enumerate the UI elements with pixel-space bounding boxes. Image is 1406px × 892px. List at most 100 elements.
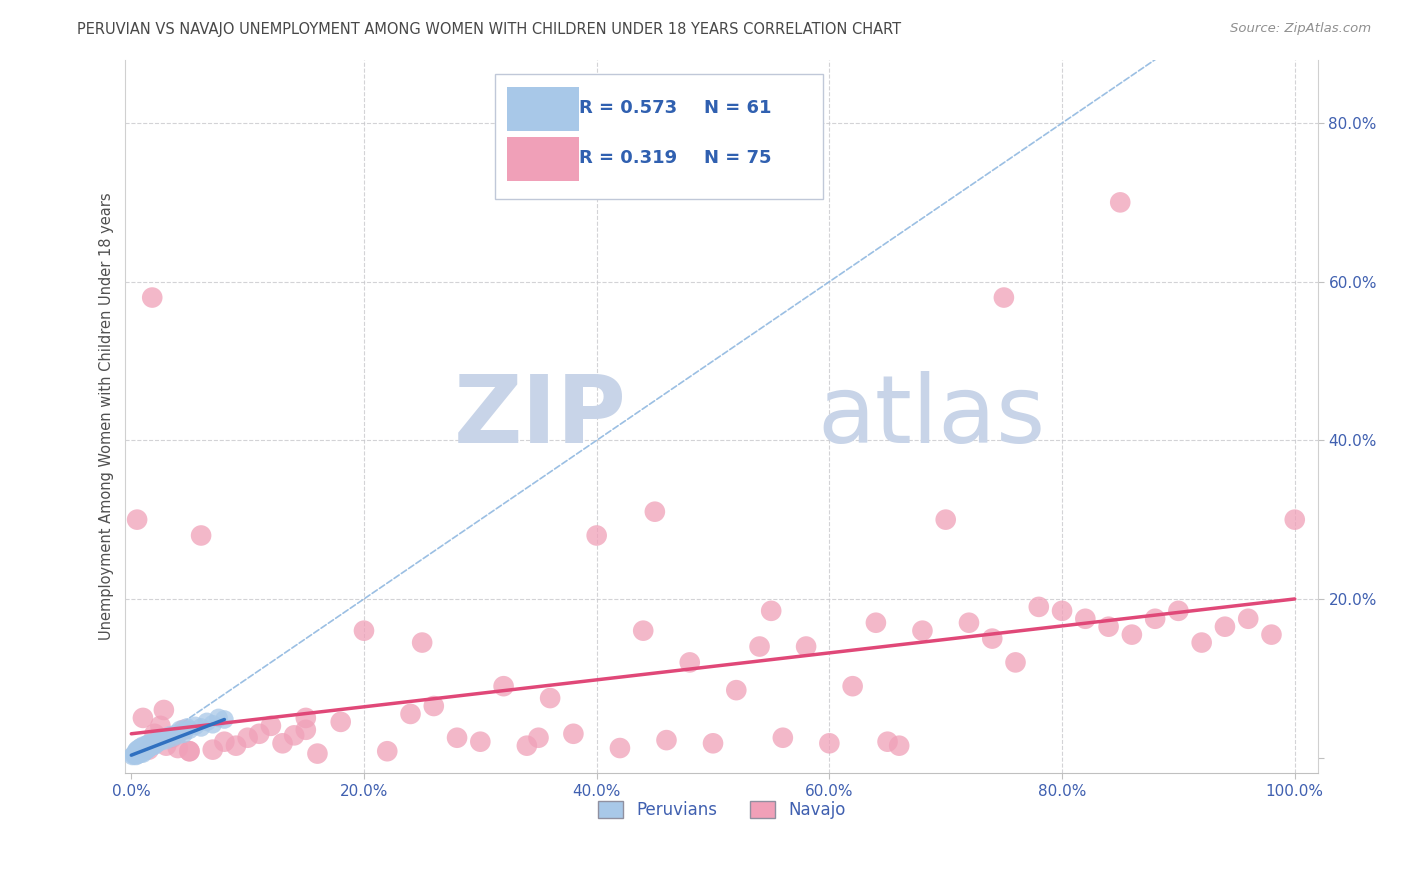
Point <box>375 744 398 758</box>
Point <box>141 739 163 754</box>
Point <box>423 698 446 713</box>
Point <box>353 624 375 638</box>
Text: R = 0.573: R = 0.573 <box>579 99 676 117</box>
Point <box>128 741 150 756</box>
Point <box>159 728 181 742</box>
Point <box>132 744 155 758</box>
Point <box>122 748 145 763</box>
Point <box>207 711 229 725</box>
Point <box>152 731 174 745</box>
Point <box>702 736 724 750</box>
Point <box>195 714 218 729</box>
Point <box>134 739 156 754</box>
Point <box>214 735 236 749</box>
Point <box>201 742 224 756</box>
Point <box>492 679 515 693</box>
Point <box>124 747 146 762</box>
Point <box>470 735 492 749</box>
Point <box>283 728 305 742</box>
Point <box>1004 656 1026 670</box>
Point <box>128 747 150 761</box>
Point <box>142 738 165 752</box>
Point <box>143 739 166 753</box>
Point <box>160 731 183 745</box>
Point <box>135 738 157 752</box>
Point <box>138 736 160 750</box>
Point <box>143 727 166 741</box>
Point <box>527 731 550 745</box>
Point <box>295 711 318 725</box>
Point <box>166 728 188 742</box>
Point <box>679 656 702 670</box>
Point <box>131 742 153 756</box>
Point <box>160 731 183 745</box>
Point <box>132 740 155 755</box>
Point <box>127 742 149 756</box>
Point <box>772 731 794 745</box>
Point <box>609 741 631 756</box>
Text: R = 0.319: R = 0.319 <box>579 149 676 167</box>
Point <box>127 747 149 761</box>
Point <box>132 741 155 756</box>
Point <box>143 735 166 749</box>
Point <box>329 714 352 729</box>
Point <box>129 743 152 757</box>
Text: N = 61: N = 61 <box>704 99 772 117</box>
Point <box>135 742 157 756</box>
Point <box>516 739 538 753</box>
Point <box>131 746 153 760</box>
Point <box>127 748 149 763</box>
Point <box>1260 627 1282 641</box>
Text: atlas: atlas <box>817 370 1046 463</box>
Point <box>307 747 329 761</box>
Point <box>146 736 169 750</box>
Point <box>155 733 177 747</box>
Point <box>165 727 187 741</box>
Point <box>993 291 1015 305</box>
Point <box>153 703 176 717</box>
Point <box>129 740 152 755</box>
Point <box>538 691 561 706</box>
FancyBboxPatch shape <box>508 136 579 181</box>
Point <box>179 744 201 758</box>
Point <box>1028 599 1050 614</box>
Point <box>127 746 149 760</box>
Point <box>981 632 1004 646</box>
Point <box>271 736 294 750</box>
Point <box>794 640 817 654</box>
Point <box>166 741 188 756</box>
Point <box>149 735 172 749</box>
Point <box>876 735 898 749</box>
Point <box>155 739 177 753</box>
Point <box>1284 513 1306 527</box>
Point <box>236 731 259 745</box>
Point <box>214 713 236 727</box>
FancyBboxPatch shape <box>495 74 823 199</box>
Point <box>399 706 422 721</box>
Point <box>1213 620 1236 634</box>
Point <box>644 505 666 519</box>
Point <box>127 747 149 762</box>
Point <box>889 739 911 753</box>
Text: ZIP: ZIP <box>454 370 626 463</box>
Point <box>935 513 957 527</box>
Point <box>1237 612 1260 626</box>
Point <box>201 717 224 731</box>
Point <box>139 740 162 755</box>
Point <box>865 615 887 630</box>
Point <box>184 719 207 733</box>
Point <box>125 747 148 761</box>
Point <box>132 711 155 725</box>
Text: Source: ZipAtlas.com: Source: ZipAtlas.com <box>1230 22 1371 36</box>
Point <box>132 739 155 753</box>
Point <box>841 679 863 693</box>
Point <box>148 733 170 747</box>
Point <box>138 742 160 756</box>
Point <box>1109 195 1132 210</box>
Point <box>1097 620 1119 634</box>
Legend: Peruvians, Navajo: Peruvians, Navajo <box>591 794 852 826</box>
Point <box>631 624 654 638</box>
Y-axis label: Unemployment Among Women with Children Under 18 years: Unemployment Among Women with Children U… <box>100 193 114 640</box>
Point <box>225 739 247 753</box>
Point <box>138 741 160 756</box>
